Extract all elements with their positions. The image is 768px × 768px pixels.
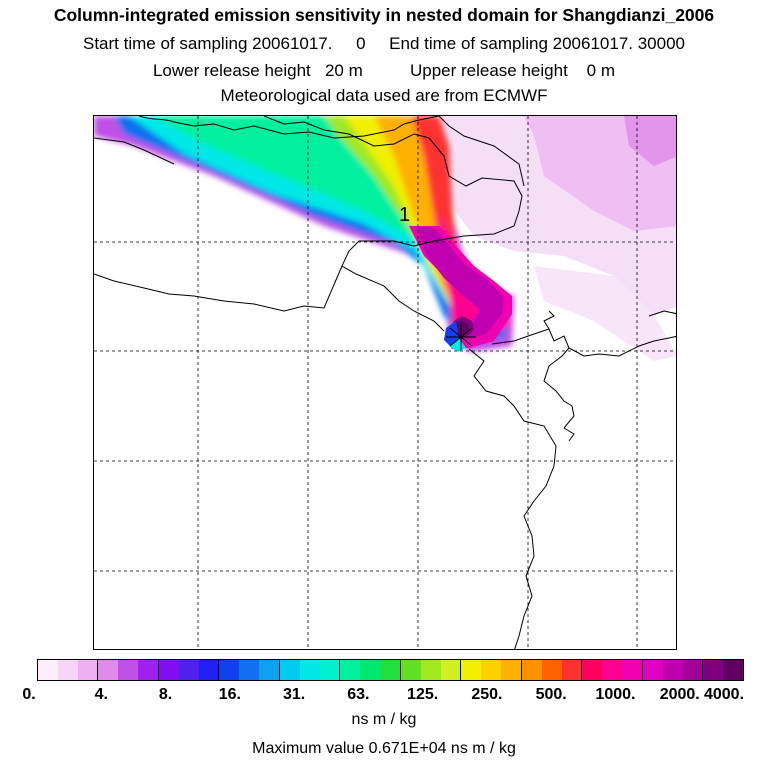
- color-scale-swatch: [581, 660, 603, 680]
- color-scale-swatch: [420, 660, 441, 680]
- receptor-marker: [446, 324, 476, 350]
- color-scale-tick-label: 4000.: [703, 686, 745, 703]
- color-scale-tick-label: 16.: [218, 686, 241, 703]
- color-scale-swatch: [602, 660, 623, 680]
- color-scale-swatch: [239, 660, 260, 680]
- color-scale-swatch: [380, 660, 400, 680]
- color-scale-swatch: [520, 660, 542, 680]
- color-scale-tick-label: 0.: [22, 686, 36, 703]
- lat-lon-grid: [94, 116, 676, 649]
- color-scale-swatch: [501, 660, 521, 680]
- color-scale-tick-label: 250.: [471, 686, 503, 703]
- color-scale-swatch: [460, 660, 482, 680]
- color-scale-swatch: [178, 660, 199, 680]
- color-scale-swatch: [138, 660, 158, 680]
- color-scale-swatch: [723, 660, 743, 680]
- color-scale-swatch: [541, 660, 562, 680]
- color-scale-bar: [37, 659, 744, 681]
- color-scale-tick-label: 2000.: [659, 686, 700, 703]
- color-scale-tick-label: 63.: [347, 686, 370, 703]
- color-scale-swatch: [702, 660, 724, 680]
- color-scale-swatch: [299, 660, 320, 680]
- color-scale-swatch: [118, 660, 139, 680]
- color-scale-tick-label: 4.: [94, 686, 108, 703]
- color-scale-swatch: [97, 660, 119, 680]
- color-scale-swatch: [682, 660, 703, 680]
- color-scale-swatch: [218, 660, 240, 680]
- sampling-times: Start time of sampling 20061017. 0 End t…: [83, 34, 685, 53]
- color-scale-swatch: [561, 660, 582, 680]
- emission-sensitivity-map: 1: [93, 115, 677, 650]
- color-scale-swatch: [662, 660, 683, 680]
- color-scale-tick-label: 31.: [282, 686, 306, 703]
- meteorological-source: Meteorological data used are from ECMWF: [220, 86, 548, 105]
- color-scale-swatch: [57, 660, 78, 680]
- map-title: Column-integrated emission sensitivity i…: [53, 5, 715, 25]
- color-scale-swatch: [157, 660, 179, 680]
- color-scale-units: ns m / kg: [351, 711, 417, 728]
- color-scale-tick-label: 8.: [158, 686, 173, 703]
- coastlines: [94, 116, 676, 649]
- color-scale-swatch: [622, 660, 642, 680]
- color-scale-tick-label: 125.: [407, 686, 439, 703]
- color-scale-swatch: [339, 660, 361, 680]
- color-scale-swatch: [319, 660, 340, 680]
- color-scale-swatch: [360, 660, 381, 680]
- color-scale-swatch: [38, 660, 58, 680]
- color-scale-swatch: [440, 660, 461, 680]
- color-scale-swatch: [641, 660, 663, 680]
- sensitivity-field-background: [439, 116, 676, 361]
- color-scale-tick-label: 1000.: [595, 686, 636, 703]
- color-scale-swatch: [481, 660, 502, 680]
- color-scale-swatch: [259, 660, 279, 680]
- color-scale-swatch: [198, 660, 219, 680]
- color-scale-swatch: [399, 660, 421, 680]
- color-scale-swatch: [278, 660, 300, 680]
- release-heights: Lower release height 20 m Upper release …: [152, 61, 616, 80]
- maximum-value-label: Maximum value 0.671E+04 ns m / kg: [252, 740, 516, 757]
- color-scale-swatch: [77, 660, 98, 680]
- color-scale-tick-label: 500.: [535, 686, 567, 703]
- release-marker-label: 1: [399, 204, 410, 226]
